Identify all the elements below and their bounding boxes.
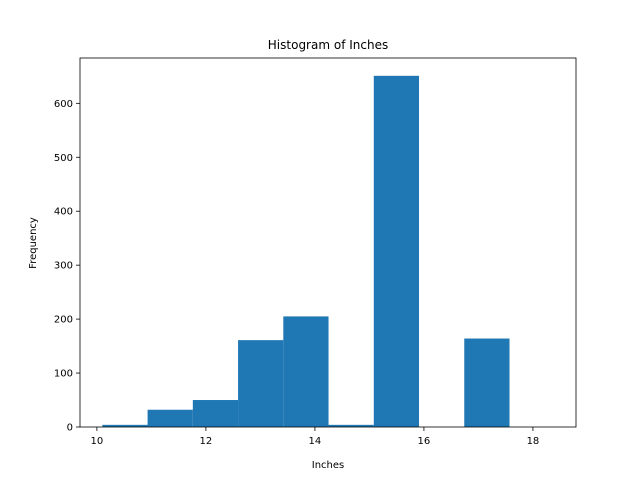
x-axis-ticks: 10 12 14 16 18 [91, 427, 540, 447]
y-tick-label: 300 [54, 261, 73, 272]
histogram-bar-3 [192, 400, 239, 427]
y-tick-label: 500 [54, 153, 73, 164]
y-tick-label: 0 [67, 423, 73, 434]
plot-area-frame [79, 57, 577, 428]
x-tick-label: 16 [418, 436, 431, 447]
y-axis-ticks: 0 100 200 300 400 500 600 [54, 99, 80, 434]
histogram-bar-6 [328, 424, 374, 427]
y-tick-label: 100 [54, 369, 73, 380]
histogram-bar-4 [238, 340, 284, 427]
histogram-bar-7 [373, 75, 420, 427]
y-axis-label: Frequency [28, 217, 39, 269]
histogram-bar-5 [283, 316, 329, 427]
chart-title: Histogram of Inches [268, 38, 388, 52]
bars-layer [102, 75, 510, 427]
histogram-bar-1 [102, 424, 148, 427]
x-tick-label: 14 [309, 436, 322, 447]
y-tick-label: 200 [54, 315, 73, 326]
y-tick-label: 600 [54, 99, 73, 110]
x-tick-label: 18 [527, 436, 540, 447]
x-axis-label: Inches [312, 460, 345, 471]
x-tick-label: 12 [200, 436, 213, 447]
histogram-bar-9 [464, 338, 510, 427]
y-tick-label: 400 [54, 207, 73, 218]
x-tick-label: 10 [91, 436, 104, 447]
histogram-bar-2 [147, 409, 193, 427]
